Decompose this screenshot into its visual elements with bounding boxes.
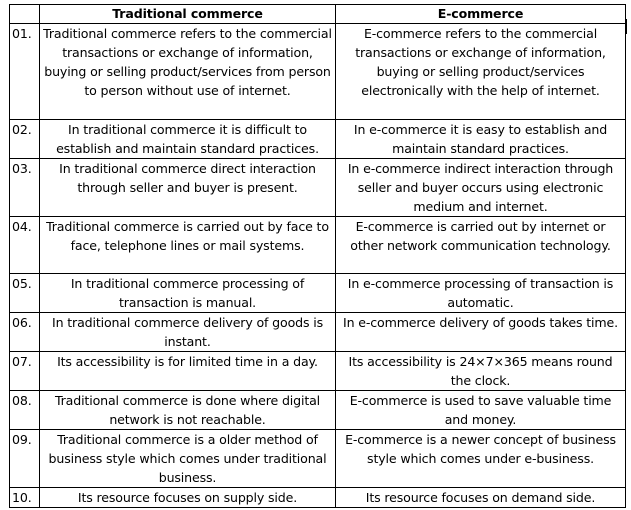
ecommerce-header: E-commerce [335,4,626,24]
ecommerce-cell: In e-commerce indirect interaction throu… [335,158,626,217]
row-number: 03. [9,158,40,217]
ecommerce-cell: In e-commerce processing of transaction … [335,273,626,313]
table-row: 01. Traditional commerce refers to the c… [9,23,626,120]
table-row: 07. Its accessibility is for limited tim… [9,351,626,391]
ecommerce-cell: In e-commerce it is easy to establish an… [335,119,626,159]
row-number: 05. [9,273,40,313]
row-number: 02. [9,119,40,159]
table-row: 03. In traditional commerce direct inter… [9,158,626,217]
ecommerce-cell: Its resource focuses on demand side. [335,487,626,508]
ecommerce-cell: In e-commerce delivery of goods takes ti… [335,312,626,352]
traditional-cell: In traditional commerce direct interacti… [39,158,336,217]
table-row: 08. Traditional commerce is done where d… [9,390,626,430]
traditional-cell: In traditional commerce delivery of good… [39,312,336,352]
ecommerce-cell: E-commerce is used to save valuable time… [335,390,626,430]
ecommerce-cell: Its accessibility is 24×7×365 means roun… [335,351,626,391]
ecommerce-cell: E-commerce is carried out by internet or… [335,216,626,274]
traditional-cell: Traditional commerce is done where digit… [39,390,336,430]
table-row: 09. Traditional commerce is a older meth… [9,429,626,488]
traditional-cell: Traditional commerce is carried out by f… [39,216,336,274]
ecommerce-cell: E-commerce refers to the commercial tran… [335,23,626,120]
table-row: 04. Traditional commerce is carried out … [9,216,626,274]
traditional-cell: Traditional commerce refers to the comme… [39,23,336,120]
row-number: 08. [9,390,40,430]
row-number: 09. [9,429,40,488]
row-number: 06. [9,312,40,352]
comparison-table: Traditional commerce E-commerce 01. Trad… [9,4,626,508]
table-row: 05. In traditional commerce processing o… [9,273,626,313]
row-number: 01. [9,23,40,120]
traditional-commerce-header: Traditional commerce [39,4,336,24]
traditional-cell: In traditional commerce processing of tr… [39,273,336,313]
text-cursor [626,19,627,34]
row-number: 04. [9,216,40,274]
number-column-header [9,4,40,24]
table-row: 06. In traditional commerce delivery of … [9,312,626,352]
traditional-cell: Its accessibility is for limited time in… [39,351,336,391]
ecommerce-cell: E-commerce is a newer concept of busines… [335,429,626,488]
row-number: 10. [9,487,40,508]
table-body: 01. Traditional commerce refers to the c… [9,23,626,508]
traditional-cell: In traditional commerce it is difficult … [39,119,336,159]
table-row: 10. Its resource focuses on supply side.… [9,487,626,508]
table-row: 02. In traditional commerce it is diffic… [9,119,626,159]
traditional-cell: Traditional commerce is a older method o… [39,429,336,488]
traditional-cell: Its resource focuses on supply side. [39,487,336,508]
table-header: Traditional commerce E-commerce [9,4,626,24]
row-number: 07. [9,351,40,391]
header-row: Traditional commerce E-commerce [9,4,626,24]
